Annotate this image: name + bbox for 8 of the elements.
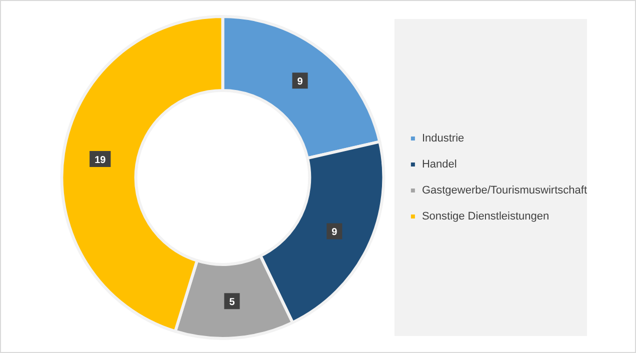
data-label: 9 (332, 227, 338, 238)
legend-label: Sonstige Dienstleistungen (422, 210, 550, 223)
legend-label: Industrie (422, 132, 464, 145)
data-label: 5 (229, 296, 236, 308)
data-label: 9 (297, 76, 304, 88)
legend-label: Handel (422, 158, 457, 171)
data-label: 19 (94, 154, 106, 166)
legend-label: Gastgewerbe/Tourismuswirtschaft (422, 184, 588, 197)
